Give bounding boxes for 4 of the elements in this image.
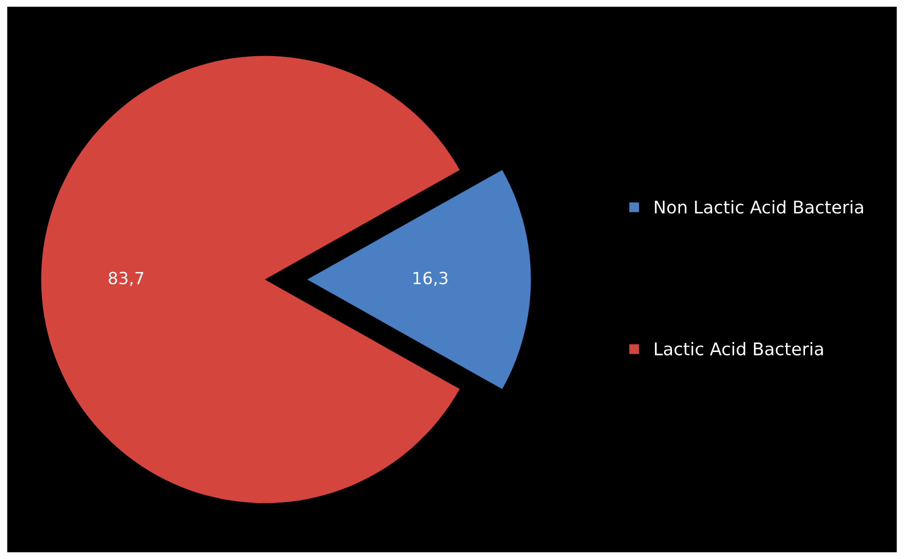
legend-label: Non Lactic Acid Bacteria (654, 200, 864, 214)
data-label: 83,7 (108, 272, 144, 286)
data-label: 16,3 (414, 272, 448, 286)
legend-label: Lactic Acid Bacteria (654, 342, 823, 356)
